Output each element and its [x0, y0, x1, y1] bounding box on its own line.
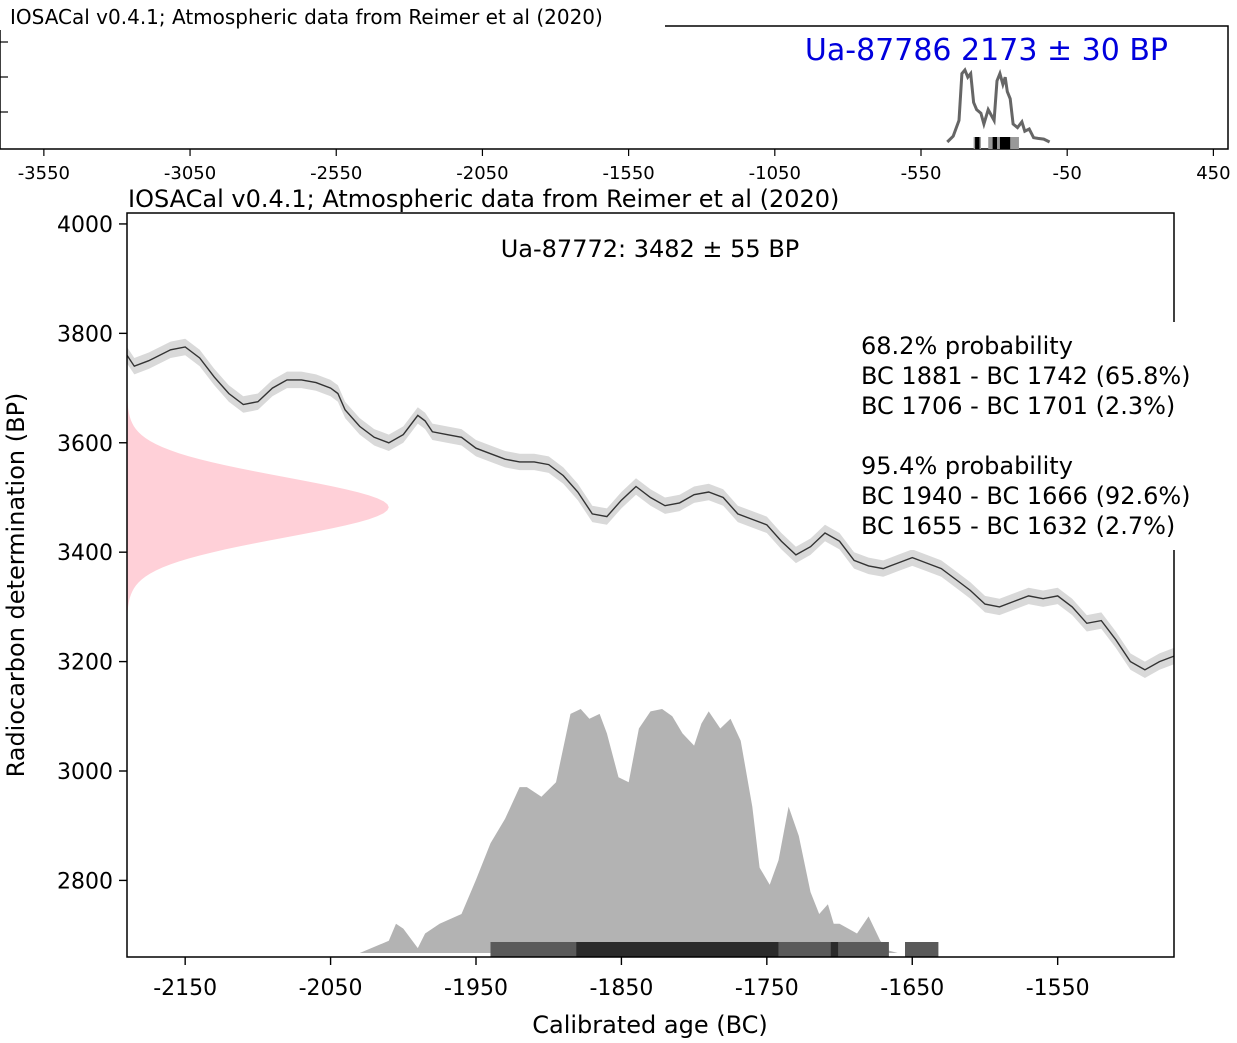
mini-x-tick-label: 450: [1196, 163, 1230, 184]
main-title-bg: [125, 184, 931, 212]
hpd95-bar: [905, 942, 939, 957]
main-panel: IOSACal v0.4.1; Atmospheric data from Re…: [2, 184, 1237, 1039]
p68-title: 68.2% probability: [861, 332, 1073, 360]
mini-panel: IOSACal v0.4.1; Atmospheric data from Re…: [0, 0, 1231, 184]
y-tick-label: 3800: [57, 322, 113, 347]
probability-annotation: 68.2% probability BC 1881 - BC 1742 (65.…: [852, 322, 1237, 550]
mini-sample-label: Ua-87786 2173 ± 30 BP: [805, 33, 1168, 68]
calibration-curve-line: [126, 346, 1175, 671]
main-y-axis: 2800 3000 3200 3400 3600 3800 4000: [57, 213, 127, 894]
x-tick-label: -1850: [589, 976, 653, 1001]
x-tick-label: -1750: [735, 976, 799, 1001]
mini-hpd68-bar: [992, 137, 998, 149]
x-tick-label: -1550: [1026, 976, 1090, 1001]
p95-range-1: BC 1940 - BC 1666 (92.6%): [861, 482, 1191, 510]
x-axis-label: Calibrated age (BC): [532, 1011, 768, 1039]
p95-range-2: BC 1655 - BC 1632 (2.7%): [861, 512, 1175, 540]
main-x-axis: -2150 -2050 -1950 -1850 -1750 -1650 -1550: [153, 957, 1090, 1001]
x-tick-label: -2050: [299, 976, 363, 1001]
mini-x-tick-label: -2050: [456, 163, 508, 184]
mini-hpd68-bar: [975, 137, 980, 149]
x-tick-label: -1950: [444, 976, 508, 1001]
mini-x-tick-label: -1050: [749, 163, 801, 184]
main-plot-area: [126, 338, 1175, 957]
x-tick-label: -2150: [153, 976, 217, 1001]
mini-plot-area: [946, 67, 1051, 149]
annotation-bg: [852, 322, 1237, 550]
x-tick-label: -1650: [880, 976, 944, 1001]
mini-x-tick-label: -1550: [602, 163, 654, 184]
p95-title: 95.4% probability: [861, 452, 1073, 480]
mini-x-tick-label: -2550: [310, 163, 362, 184]
p68-range-1: BC 1881 - BC 1742 (65.8%): [861, 362, 1191, 390]
main-title: IOSACal v0.4.1; Atmospheric data from Re…: [128, 185, 839, 213]
y-tick-label: 3600: [57, 432, 113, 457]
y-tick-label: 3200: [57, 651, 113, 676]
mini-title: IOSACal v0.4.1; Atmospheric data from Re…: [10, 5, 603, 29]
hpd68-bar: [830, 942, 839, 957]
y-tick-label: 2800: [57, 869, 113, 894]
mini-x-tick-label: -50: [1052, 163, 1081, 184]
mini-calibrated-curve: [946, 67, 1051, 144]
mini-x-tick-label: -550: [901, 163, 942, 184]
y-axis-label: Radiocarbon determination (BP): [2, 393, 30, 778]
calibrated-distribution: [359, 709, 1087, 953]
radiocarbon-distribution: [127, 386, 389, 628]
mini-x-tick-label: -3550: [18, 163, 70, 184]
hpd68-bar: [576, 942, 779, 957]
mini-x-axis: -3550 -3050 -2550 -2050 -1550 -1050 -550 -50 450: [18, 149, 1231, 184]
main-panel-frame: [126, 212, 1175, 958]
mini-title-bg: [0, 0, 665, 30]
main-subtitle: Ua-87772: 3482 ± 55 BP: [501, 235, 800, 263]
p68-range-2: BC 1706 - BC 1701 (2.3%): [861, 392, 1175, 420]
y-tick-label: 3000: [57, 760, 113, 785]
mini-hpd68-bar: [999, 137, 1011, 149]
y-tick-label: 3400: [57, 541, 113, 566]
mini-x-tick-label: -3050: [164, 163, 216, 184]
y-tick-label: 4000: [57, 213, 113, 238]
